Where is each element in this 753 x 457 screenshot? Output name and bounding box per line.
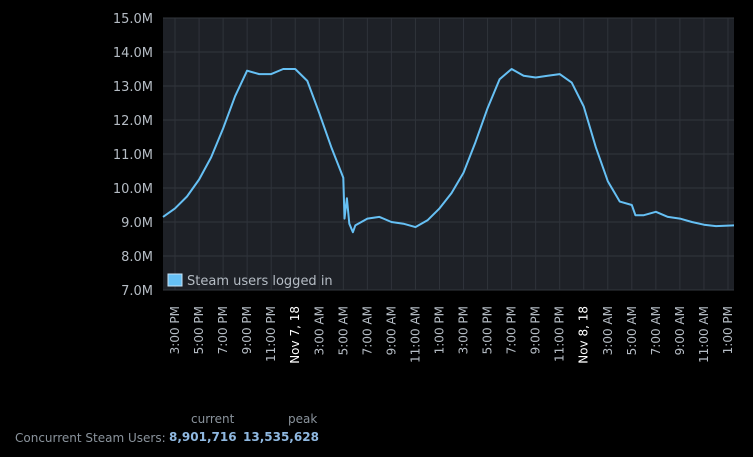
y-tick-label: 10.0M [113, 182, 153, 197]
x-tick-label: 5:00 PM [481, 306, 495, 354]
y-tick-label: 14.0M [113, 46, 153, 61]
x-tick-label: 3:00 AM [601, 306, 615, 355]
y-tick-label: 15.0M [113, 12, 153, 27]
x-tick-label: 11:00 AM [408, 306, 422, 363]
x-tick-label: 9:00 PM [240, 306, 254, 354]
y-tick-label: 7.0M [121, 284, 153, 299]
current-value: 8,901,716 [169, 430, 237, 444]
y-tick-label: 12.0M [113, 114, 153, 129]
x-tick-label: 5:00 AM [625, 306, 639, 355]
concurrent-users-label: Concurrent Steam Users: [15, 431, 166, 445]
x-tick-label: 1:00 PM [432, 306, 446, 354]
x-tick-label: Nov 7, 18 [288, 306, 302, 364]
x-tick-label: 9:00 AM [673, 306, 687, 355]
x-tick-label: 11:00 PM [553, 306, 567, 362]
peak-header: peak [288, 412, 318, 426]
chart: 7.0M 8.0M 9.0M 10.0M 11.0M 12.0M 13.0M 14.0M 15.… [113, 12, 735, 364]
y-axis-ticks: 7.0M 8.0M 9.0M 10.0M 11.0M 12.0M 13.0M 14.0M 15.… [113, 12, 153, 299]
x-tick-label: 7:00 AM [360, 306, 374, 355]
peak-value: 13,535,628 [243, 430, 319, 444]
x-tick-label: 11:00 PM [264, 306, 278, 362]
y-tick-label: 11.0M [113, 148, 153, 163]
x-tick-label: 3:00 PM [168, 306, 182, 354]
x-tick-label: 5:00 AM [336, 306, 350, 355]
x-tick-label: 7:00 PM [216, 306, 230, 354]
legend: Steam users logged in [167, 273, 333, 289]
x-tick-label: 1:00 PM [721, 306, 735, 354]
legend-entry: Steam users logged in [187, 274, 333, 289]
series-line [162, 68, 735, 234]
x-tick-label: 9:00 AM [384, 306, 398, 355]
gridlines [163, 17, 734, 291]
y-tick-label: 9.0M [121, 216, 153, 231]
y-tick-label: 13.0M [113, 80, 153, 95]
y-tick-label: 8.0M [121, 250, 153, 265]
x-tick-label: 7:00 PM [505, 306, 519, 354]
x-tick-label: 9:00 PM [529, 306, 543, 354]
legend-swatch [167, 273, 183, 287]
x-tick-label: 3:00 PM [457, 306, 471, 354]
x-tick-label: 7:00 AM [649, 306, 663, 355]
x-tick-label: 11:00 AM [697, 306, 711, 363]
series-layer [162, 68, 735, 234]
x-tick-label: 3:00 AM [312, 306, 326, 355]
x-tick-label: 5:00 PM [192, 306, 206, 354]
x-tick-label: Nov 8, 18 [577, 306, 591, 364]
x-axis-ticks: 3:00 PM 5:00 PM 7:00 PM 9:00 PM 11:00 PM Nov … [168, 306, 735, 364]
current-header: current [191, 412, 235, 426]
